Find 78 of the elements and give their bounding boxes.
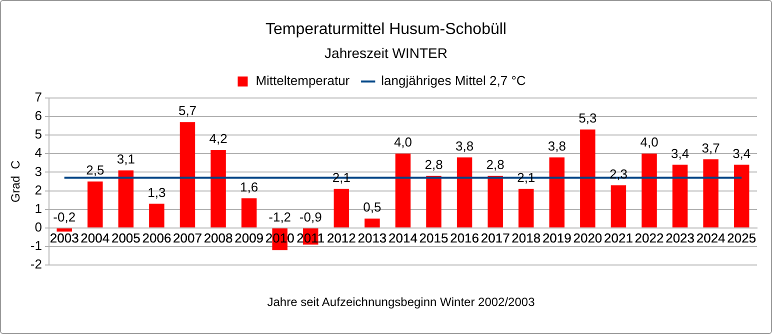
bar: [210, 150, 226, 228]
bar: [56, 228, 72, 232]
legend-label: Mitteltemperatur: [256, 73, 350, 88]
bar: [395, 154, 411, 228]
data-label: 3,4: [732, 146, 751, 161]
data-label: 4,0: [640, 134, 658, 150]
chart-title: Temperaturmittel Husum-Schobüll: [264, 21, 508, 39]
x-tick-label: 2012: [326, 230, 356, 246]
bar: [488, 176, 503, 228]
bar: [703, 159, 718, 228]
data-label: 2,8: [424, 157, 443, 172]
data-label: 3,8: [548, 138, 566, 154]
x-tick-label: 2020: [573, 230, 602, 246]
x-tick-label: 2014: [388, 230, 418, 246]
bar: [180, 122, 196, 228]
bar: [334, 188, 350, 228]
bar: [642, 154, 657, 228]
data-label: 3,1: [116, 151, 135, 166]
bar: [118, 170, 134, 228]
x-tick-label: 2018: [512, 230, 541, 246]
chart-subtitle: Jahreszeit WINTER: [324, 45, 448, 61]
y-tick-label: 6: [34, 108, 42, 124]
bar: [672, 164, 688, 228]
y-tick-label: -2: [30, 256, 42, 272]
data-label: 3,8: [456, 138, 474, 154]
x-tick-label: 2008: [204, 230, 233, 246]
bar: [88, 182, 103, 228]
data-label: 5,3: [578, 110, 597, 126]
bar: [549, 157, 565, 228]
y-tick-label: -1: [30, 238, 42, 254]
x-tick-label: 2005: [111, 230, 140, 246]
x-tick-label: 2015: [419, 230, 448, 246]
x-tick-label: 2009: [234, 230, 264, 246]
bar: [580, 130, 596, 228]
y-tick-label: 5: [34, 126, 42, 142]
x-tick-label: 2022: [634, 230, 664, 246]
y-axis-title: Grad C: [8, 160, 23, 203]
data-label: 2,5: [86, 162, 104, 178]
x-tick-label: 2006: [142, 230, 172, 246]
y-tick-label: 7: [34, 90, 42, 105]
data-label: -1,2: [268, 209, 292, 224]
bar: [241, 198, 257, 228]
data-label: 3,7: [702, 140, 720, 156]
bar: [364, 218, 380, 228]
x-tick-label: 2024: [696, 230, 726, 246]
data-label: 3,4: [671, 146, 690, 161]
data-label: -0,9: [299, 209, 322, 224]
x-axis-title: Jahre seit Aufzeichnungsbeginn Winter 2002/2003: [266, 295, 536, 309]
x-tick-label: 2023: [666, 230, 694, 246]
x-tick-label: 2007: [173, 230, 202, 246]
data-label: 5,7: [178, 103, 197, 118]
bar: [518, 188, 534, 228]
x-tick-label: 2019: [542, 230, 572, 246]
bar: [149, 204, 164, 228]
y-tick-label: 4: [34, 145, 42, 160]
data-label: 0,5: [363, 200, 382, 215]
y-tick-label: 3: [34, 164, 42, 179]
data-label: 1,3: [148, 184, 166, 200]
y-tick-label: 2: [34, 182, 42, 198]
data-label: 1,6: [240, 179, 258, 194]
bar: [426, 176, 442, 228]
bar: [610, 185, 626, 228]
x-tick-label: 2013: [358, 230, 387, 246]
x-tick-label: 2025: [727, 230, 756, 246]
legend-label: langjähriges Mittel 2,7 °C: [381, 73, 526, 88]
x-tick-label: 2017: [480, 230, 510, 246]
data-label: 2,8: [486, 157, 504, 172]
x-tick-label: 2016: [450, 230, 480, 246]
bar: [734, 164, 750, 228]
x-tick-label: 2021: [604, 230, 633, 246]
data-label: -0,2: [53, 209, 76, 224]
y-tick-label: 0: [34, 219, 42, 234]
data-label: 4,2: [209, 131, 228, 146]
data-label: 4,0: [394, 134, 412, 150]
y-tick-label: 1: [34, 200, 42, 216]
x-tick-label: 2004: [80, 230, 110, 246]
x-tick-label: 2003: [50, 230, 79, 246]
bar: [456, 157, 472, 228]
